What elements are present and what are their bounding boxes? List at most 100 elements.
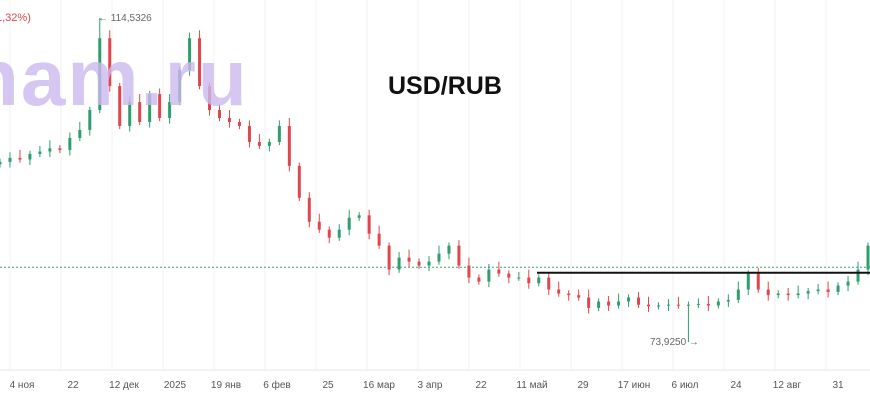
- candle-body: [138, 102, 142, 122]
- candle-body: [417, 261, 421, 266]
- watermark: nam.ru: [0, 33, 249, 122]
- x-tick-label: 17 июн: [617, 380, 651, 391]
- candle-body: [277, 125, 281, 142]
- candle-body: [407, 257, 411, 262]
- min-label: 73,9250: [650, 337, 687, 348]
- min-annotation: 73,9250 →: [650, 337, 699, 348]
- candle-body: [497, 269, 501, 274]
- candle-body: [567, 293, 571, 296]
- candle-body: [826, 289, 830, 292]
- candle-body: [217, 110, 221, 118]
- candle-body: [706, 303, 710, 306]
- candle-body: [128, 102, 132, 126]
- candle-body: [656, 305, 660, 307]
- candle-body: [208, 86, 212, 111]
- candle-body: [577, 295, 581, 298]
- candle-body: [736, 289, 740, 300]
- candle-body: [627, 297, 631, 302]
- candle-body: [307, 197, 311, 222]
- candle-body: [148, 94, 152, 122]
- candle-body: [158, 94, 162, 118]
- candle-body: [108, 38, 112, 87]
- candle-body: [48, 148, 52, 152]
- candle-body: [547, 277, 551, 290]
- x-tick-label: 6 июл: [671, 380, 699, 391]
- candle-body: [836, 285, 840, 292]
- candle-body: [287, 125, 291, 166]
- x-tick-label: 3 апр: [417, 380, 443, 391]
- candle-body: [247, 125, 251, 142]
- x-tick-label: 2025: [163, 380, 187, 391]
- candle-body: [98, 38, 102, 111]
- candle-body: [487, 269, 491, 282]
- candle-body: [617, 301, 621, 306]
- candle-body: [237, 121, 241, 126]
- x-tick-label: 6 фев: [263, 380, 291, 391]
- candle-body: [507, 273, 511, 278]
- candle-body: [8, 157, 12, 162]
- candle-body: [227, 117, 231, 122]
- candle-body: [786, 293, 790, 296]
- x-tick-label: 11 май: [516, 380, 548, 391]
- candle-body: [188, 38, 192, 71]
- candle-body: [686, 304, 690, 306]
- candle-body: [357, 215, 361, 218]
- candle-body: [846, 281, 850, 286]
- x-tick-label: 16 мар: [363, 380, 395, 391]
- x-tick-label: 25: [322, 380, 334, 391]
- candle-body: [327, 229, 331, 238]
- x-tick-label: 22: [67, 380, 79, 391]
- candle-body: [337, 229, 341, 238]
- candle-body: [367, 215, 371, 234]
- price-change: 1,32%): [0, 12, 31, 24]
- candle-body: [427, 261, 431, 266]
- candle-body: [746, 273, 750, 290]
- x-tick-label: 12 авг: [772, 380, 802, 391]
- candle-body: [637, 297, 641, 305]
- x-tick-label: 4 ноя: [9, 380, 35, 391]
- candle-body: [866, 245, 870, 270]
- candle-body: [726, 299, 730, 302]
- max-label: 114,5326: [110, 13, 152, 24]
- candle-body: [477, 277, 481, 282]
- candle-body: [806, 291, 810, 294]
- candle-body: [457, 245, 461, 266]
- candle-body: [28, 153, 32, 160]
- candle-body: [716, 301, 720, 306]
- candle-body: [666, 304, 670, 306]
- x-tick-label: 19 янв: [210, 380, 242, 391]
- x-tick-label: 12 дек: [109, 380, 139, 391]
- candle-body: [257, 141, 261, 146]
- candle-body: [88, 110, 92, 130]
- candle-body: [557, 289, 561, 294]
- candle-body: [796, 293, 800, 296]
- candle-body: [168, 102, 172, 118]
- candle-body: [437, 253, 441, 262]
- candle-body: [267, 141, 271, 146]
- candle-body: [397, 257, 401, 270]
- candle-body: [447, 245, 451, 254]
- candle-body: [607, 301, 611, 306]
- candle-body: [178, 70, 182, 103]
- candle-body: [68, 137, 72, 150]
- candle-body: [597, 301, 601, 308]
- candle-body: [776, 293, 780, 296]
- candle-body: [696, 303, 700, 305]
- candle-body: [78, 129, 82, 138]
- candle-body: [38, 151, 42, 154]
- candle-body: [647, 304, 651, 307]
- candle-body: [297, 165, 301, 198]
- chart-title: USD/RUB: [388, 72, 502, 100]
- x-tick-label: 31: [832, 380, 844, 391]
- max-annotation: ← 114,5326: [98, 13, 152, 24]
- candle-body: [18, 157, 22, 160]
- candle-body: [676, 304, 680, 306]
- candle-body: [766, 289, 770, 296]
- candle-body: [467, 265, 471, 278]
- candle-body: [317, 221, 321, 230]
- candle-body: [198, 38, 202, 87]
- candle-body: [856, 269, 860, 282]
- x-tick-label: 22: [475, 380, 487, 391]
- candle-body: [118, 86, 122, 126]
